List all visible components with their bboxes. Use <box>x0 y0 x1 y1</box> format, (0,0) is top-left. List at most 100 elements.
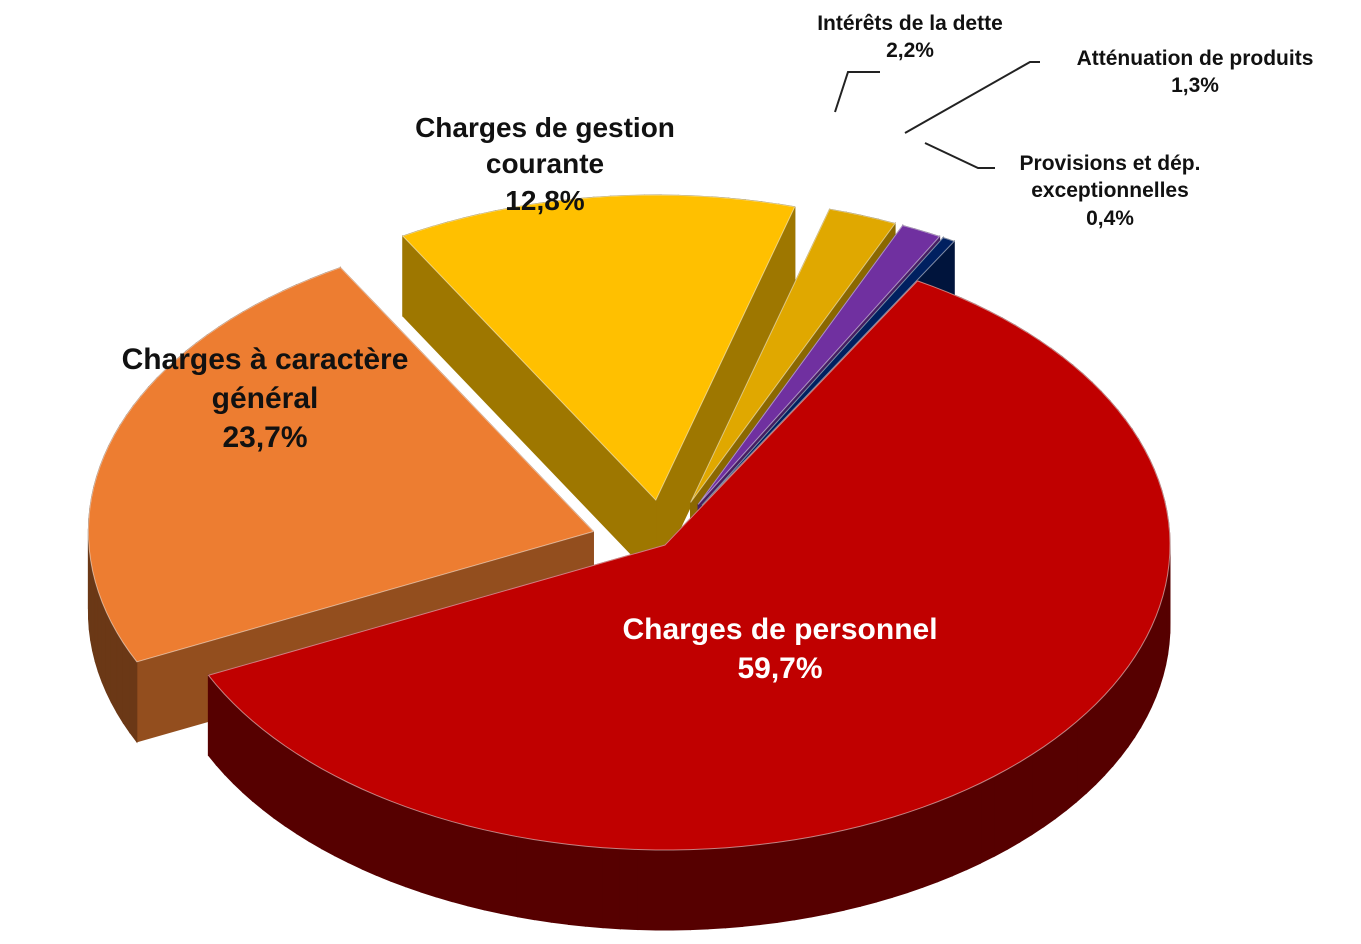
slice-side <box>891 811 909 899</box>
slice-side <box>435 816 453 903</box>
slice-side <box>637 849 656 931</box>
slice-side <box>1112 674 1122 768</box>
slice-side <box>1134 645 1142 739</box>
slice-side <box>1076 711 1087 803</box>
slice-side <box>296 752 310 843</box>
slice <box>87 266 595 744</box>
slice-label: Atténuation de produits 1,3% <box>1035 45 1355 100</box>
slice-side <box>907 806 924 894</box>
slice-side <box>334 774 349 864</box>
slice-top <box>697 224 941 505</box>
slice-side <box>1065 720 1078 812</box>
slice <box>207 279 1171 931</box>
slice-side <box>875 816 893 903</box>
slice-side <box>105 612 112 703</box>
slice-side <box>810 833 829 918</box>
slice-side <box>1019 753 1033 843</box>
slice-side <box>724 845 744 929</box>
slice-side <box>843 825 861 911</box>
slice-top <box>87 266 595 663</box>
slice-top <box>701 237 956 506</box>
slice-side <box>207 673 217 767</box>
slice-side <box>742 844 761 927</box>
slice-side <box>793 836 812 921</box>
slice-side <box>827 829 845 915</box>
slice-side <box>1095 693 1106 786</box>
pie <box>87 194 1171 931</box>
slice-top <box>207 280 1171 851</box>
value-label: 12,8% <box>505 184 585 216</box>
slice-side <box>619 848 639 931</box>
value-label: 2,2% <box>886 39 934 63</box>
slice-side <box>347 781 363 870</box>
slice-side <box>1146 626 1153 718</box>
slice-side <box>451 820 469 907</box>
slice-label: Charges de personnel 59,7% <box>620 610 940 688</box>
slice-label: Charges de gestion courante 12,8% <box>400 110 690 219</box>
leader-line <box>924 142 995 169</box>
category-label: Charges de gestion courante <box>415 112 675 180</box>
slice-side <box>390 800 407 888</box>
slice-side <box>966 782 982 871</box>
slice-side <box>483 829 502 915</box>
value-label: 23,7% <box>222 421 308 454</box>
category-label: Atténuation de produits <box>1076 47 1314 70</box>
slice-side <box>1085 702 1097 795</box>
slice-side <box>232 702 244 794</box>
slice-side <box>321 767 336 857</box>
slice-side <box>101 602 107 693</box>
slice-side <box>252 719 264 811</box>
slice-side <box>1006 761 1021 851</box>
slice-side <box>375 794 392 882</box>
category-label: Charges à caractère général <box>121 343 409 415</box>
slice-side <box>116 630 124 725</box>
slice-side <box>361 788 377 876</box>
leader-line <box>834 71 880 113</box>
value-label: 59,7% <box>737 652 823 685</box>
category-label: Charges de personnel <box>622 613 938 646</box>
slice-side <box>110 622 118 713</box>
slice-side <box>922 800 939 888</box>
value-label: 1,3% <box>1171 74 1219 98</box>
slice-label: Provisions et dép. exceptionnelles 0,4% <box>995 150 1225 232</box>
slice-side <box>550 841 569 925</box>
slice-side <box>516 836 535 921</box>
slice-side <box>1104 684 1114 777</box>
slice-side <box>654 849 674 931</box>
slice-side <box>122 640 131 734</box>
slice-side <box>672 849 691 931</box>
slice-side <box>1043 737 1056 828</box>
slice-side <box>308 760 323 850</box>
slice-side <box>937 795 953 883</box>
slice-side <box>759 841 778 926</box>
slice-top <box>401 194 796 501</box>
slice-side <box>707 847 726 930</box>
slice-side <box>689 848 709 931</box>
slice-side <box>242 711 254 803</box>
slice-side <box>129 650 138 744</box>
slice-side <box>284 744 298 835</box>
slice-side <box>585 845 604 929</box>
slice-side <box>273 736 286 827</box>
value-label: 0,4% <box>1086 206 1134 230</box>
slice-side <box>420 811 437 898</box>
leader-line <box>904 61 1040 134</box>
slice-side <box>215 683 225 776</box>
slice-side <box>776 839 795 923</box>
slice-side <box>1054 729 1067 820</box>
slice-side <box>859 821 877 907</box>
slice-side <box>567 843 587 927</box>
slice-side <box>97 591 103 683</box>
slice-side <box>1127 655 1136 749</box>
slice-side <box>951 788 968 877</box>
slice-side <box>1151 616 1157 707</box>
slice-side <box>223 692 234 785</box>
slice-label: Charges à caractère général 23,7% <box>95 340 435 457</box>
slice <box>401 194 796 582</box>
slice-side <box>1120 665 1129 758</box>
slice-side <box>467 825 485 911</box>
slice-side <box>1140 634 1148 729</box>
slice-side <box>1031 745 1045 836</box>
